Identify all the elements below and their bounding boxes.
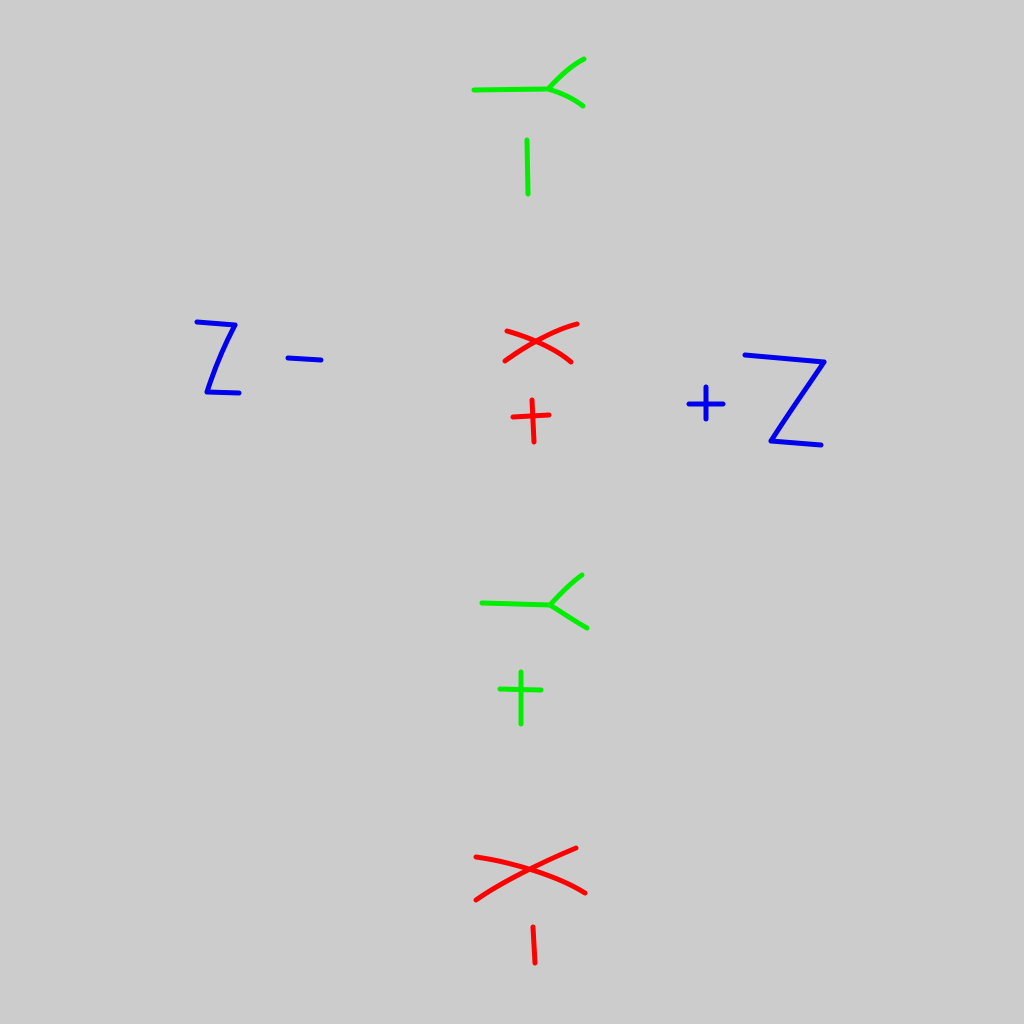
pos-z-letter-z [742,352,827,448]
pos-x-letter-x [502,321,580,365]
pos-z-sign-plus [686,384,726,422]
neg-z-sign-minus [285,355,324,363]
neg-z-letter-z [194,319,242,396]
neg-x-letter-x [473,845,588,903]
neg-y-sign-minus [524,137,531,197]
pos-x-sign-plus [510,397,552,445]
neg-y-label [471,56,587,197]
neg-x-sign-minus [530,924,538,966]
neg-y-letter-y [471,56,587,109]
pos-z-label [686,352,827,448]
pos-y-letter-y [479,572,590,631]
neg-z-label [194,319,324,396]
pos-y-sign-plus [497,669,544,727]
pos-y-label [479,572,590,727]
pos-x-label [502,321,580,445]
neg-x-label [473,845,588,966]
